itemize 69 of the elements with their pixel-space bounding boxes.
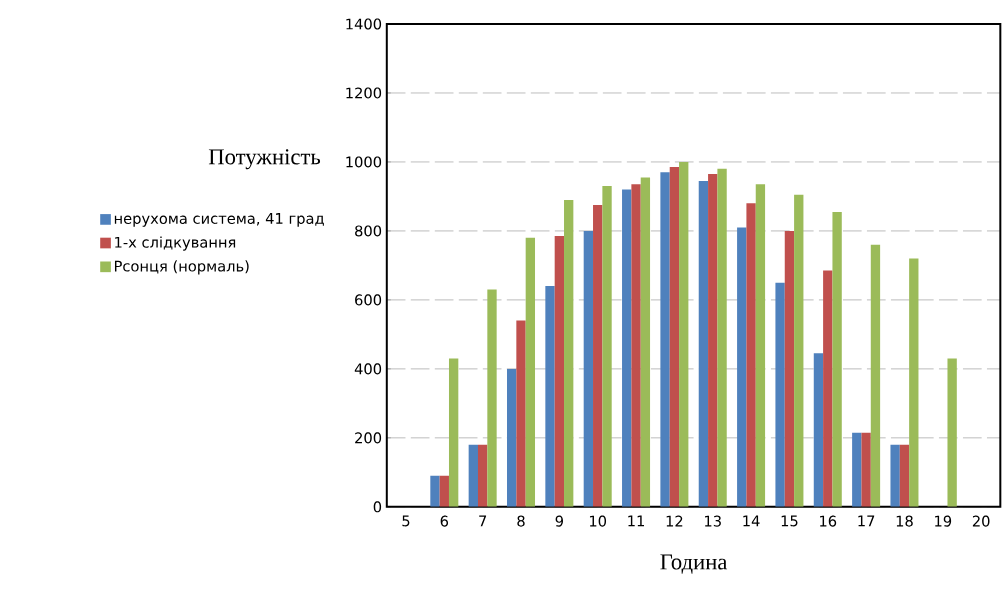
bar <box>660 172 670 507</box>
bar <box>516 320 526 507</box>
bar <box>899 444 910 507</box>
bar <box>794 194 804 507</box>
x-tick-label: 5 <box>402 515 410 527</box>
bar <box>784 230 795 507</box>
bar <box>448 358 459 507</box>
bar <box>430 475 440 507</box>
legend-label: Pсонця (нормаль) <box>114 260 249 275</box>
bar <box>564 199 574 507</box>
legend-label: нерухома система, 41 град <box>114 212 324 227</box>
x-tick-label: 10 <box>589 515 607 527</box>
y-tick-label: 1400 <box>346 18 382 30</box>
x-tick-label: 7 <box>479 515 487 527</box>
bar <box>717 168 727 507</box>
x-tick-label: 6 <box>440 515 449 527</box>
bar <box>593 204 603 507</box>
bar <box>468 444 478 507</box>
bar <box>583 230 594 507</box>
legend-label: 1-х слідкування <box>115 236 236 251</box>
bar <box>554 236 565 507</box>
x-tick-label: 19 <box>935 515 952 527</box>
bar <box>813 353 824 507</box>
y-axis-title: Потужність <box>208 149 321 170</box>
y-tick-label: 1200 <box>346 87 382 99</box>
x-tick-label: 18 <box>896 515 913 527</box>
bar <box>823 270 833 507</box>
bar <box>602 186 612 507</box>
y-tick-label: 800 <box>355 225 382 237</box>
bar <box>852 432 862 507</box>
bar <box>487 289 497 507</box>
x-tick-label: 20 <box>972 515 990 527</box>
bar <box>631 184 641 507</box>
x-tick-label: 11 <box>628 515 645 527</box>
bar <box>832 211 842 507</box>
x-tick-label: 14 <box>743 515 760 527</box>
x-tick-label: 17 <box>858 515 875 527</box>
bar <box>698 180 709 507</box>
bar <box>669 167 680 507</box>
x-tick-label: 12 <box>666 515 683 527</box>
x-tick-label: 9 <box>555 515 563 527</box>
bar <box>775 282 785 507</box>
y-tick-label: 0 <box>373 501 382 513</box>
bar <box>755 184 766 507</box>
bar <box>478 444 488 507</box>
bar <box>545 286 555 507</box>
bar <box>870 244 881 507</box>
x-tick-label: 8 <box>517 515 525 527</box>
y-tick-label: 600 <box>355 294 382 306</box>
bar <box>861 432 871 507</box>
bar <box>708 173 718 507</box>
bar <box>525 237 536 507</box>
bar <box>622 189 632 507</box>
x-tick-label: 13 <box>705 515 721 527</box>
y-tick-label: 400 <box>354 363 382 375</box>
bar <box>909 258 919 507</box>
bar <box>640 177 651 507</box>
bar <box>890 444 900 507</box>
bar <box>507 368 517 507</box>
bar <box>679 161 689 507</box>
bar <box>947 358 957 507</box>
y-tick-label: 200 <box>355 432 382 444</box>
bar <box>737 227 747 507</box>
x-axis-title: Година <box>660 554 728 574</box>
y-tick-label: 1000 <box>346 156 382 168</box>
bar <box>746 203 756 507</box>
bar <box>439 475 449 507</box>
x-tick-label: 15 <box>781 515 798 527</box>
x-tick-label: 16 <box>820 515 837 527</box>
